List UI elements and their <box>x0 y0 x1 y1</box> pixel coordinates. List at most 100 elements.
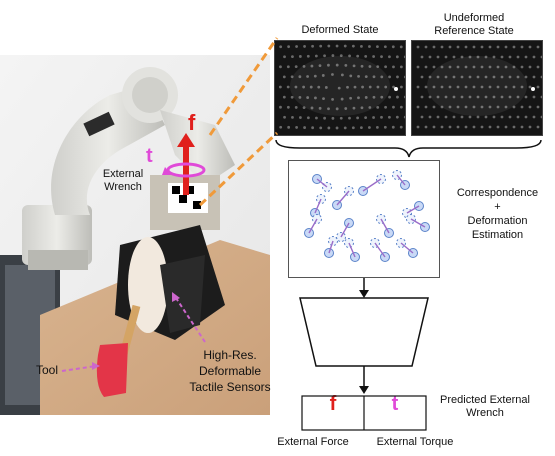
tactile-marker-dot <box>395 55 399 59</box>
tactile-marker-dot <box>319 44 323 48</box>
undeformed-line1: Undeformed <box>443 12 505 24</box>
tactile-marker-dot <box>279 105 282 109</box>
tactile-marker-dot <box>508 75 512 79</box>
correspondence-line2: + <box>494 201 501 213</box>
tactile-marker-dot <box>380 95 384 99</box>
tactile-marker-dot <box>428 95 432 99</box>
tactile-marker-dot <box>375 125 379 129</box>
tactile-marker-dot <box>351 126 355 130</box>
tactile-marker-dot <box>500 75 504 79</box>
tactile-marker-dot <box>302 106 306 110</box>
displacement-arrow <box>316 178 328 188</box>
tactile-marker-dot <box>428 75 432 79</box>
undeformed-tactile-image <box>411 40 543 136</box>
tactile-glare <box>427 56 527 116</box>
tactile-marker-dot <box>360 106 364 110</box>
tactile-marker-dot <box>516 55 520 59</box>
tactile-marker-dot <box>368 126 371 129</box>
displacement-arrow <box>340 222 350 238</box>
tactile-marker-dot <box>536 125 540 129</box>
tactile-marker-dot <box>416 105 420 109</box>
sensors-line3: Tactile Sensors <box>189 380 271 394</box>
tactile-marker-dot <box>448 105 452 109</box>
tactile-marker-dot <box>392 65 395 69</box>
tactile-marker-dot <box>480 105 484 109</box>
tactile-marker-dot <box>424 105 428 109</box>
tactile-marker-dot <box>290 95 294 99</box>
external-wrench-line1: External <box>102 168 144 180</box>
tactile-marker-dot <box>294 65 298 68</box>
tactile-marker-dot <box>492 75 496 79</box>
tactile-marker-dot <box>496 85 500 89</box>
tactile-marker-dot <box>339 116 343 120</box>
tactile-marker-dot <box>424 85 428 89</box>
tactile-marker-dot <box>353 85 357 89</box>
tactile-marker-dot <box>416 65 420 69</box>
tactile-marker-dot <box>384 105 387 109</box>
tactile-marker-dot <box>540 75 542 79</box>
displacement-arrow <box>380 218 390 234</box>
tactile-marker-dot <box>323 116 327 120</box>
tactile-marker-dot <box>496 105 500 109</box>
tactile-marker-dot <box>472 105 476 109</box>
tactile-marker-dot <box>372 55 376 58</box>
tactile-marker-dot <box>399 65 403 69</box>
tactile-marker-dot <box>283 55 286 59</box>
tactile-marker-dot <box>372 75 376 79</box>
tactile-marker-dot <box>364 54 368 58</box>
tactile-marker-dot <box>540 115 542 119</box>
tactile-marker-dot <box>496 65 500 69</box>
displacement-arrow <box>336 190 350 206</box>
tactile-marker-dot <box>444 115 448 119</box>
tactile-marker-dot <box>298 55 302 58</box>
tactile-marker-dot <box>532 75 536 79</box>
tactile-marker-dot <box>400 85 403 89</box>
tactile-marker-dot <box>310 64 314 68</box>
tactile-marker-dot <box>536 105 540 109</box>
correspondence-line1: Correspondence <box>456 187 539 199</box>
tactile-marker-dot <box>321 74 325 77</box>
tactile-marker-dot <box>352 64 356 68</box>
tactile-marker-dot <box>440 85 444 89</box>
tactile-marker-dot <box>432 105 436 109</box>
tactile-highlight <box>531 87 535 91</box>
tactile-marker-dot <box>488 65 492 69</box>
tactile-marker-dot <box>357 96 360 100</box>
tactile-marker-dot <box>324 86 328 89</box>
tactile-marker-dot <box>357 74 360 78</box>
tactile-marker-dot <box>476 115 480 119</box>
tactile-marker-dot <box>282 75 286 79</box>
tactile-marker-dot <box>331 54 335 57</box>
tactile-marker-dot <box>339 54 343 58</box>
external-force-label: External Force <box>277 436 349 448</box>
dnn-label: DNN <box>347 324 381 341</box>
tactile-marker-dot <box>416 45 420 49</box>
tactile-marker-dot <box>452 75 456 79</box>
tactile-marker-dot <box>464 85 468 89</box>
tactile-marker-dot <box>361 85 364 89</box>
tactile-marker-dot <box>298 75 302 79</box>
tactile-marker-dot <box>500 55 504 59</box>
tactile-marker-dot <box>360 44 363 48</box>
tactile-marker-dot <box>344 107 348 110</box>
tactile-marker-dot <box>512 65 516 69</box>
tactile-marker-dot <box>302 64 306 68</box>
tactile-marker-dot <box>488 125 492 129</box>
tactile-marker-dot <box>392 105 395 109</box>
tactile-marker-dot <box>395 115 399 119</box>
displacement-arrow <box>400 242 414 254</box>
tactile-marker-dot <box>360 126 363 130</box>
tactile-marker-dot <box>532 115 536 119</box>
tactile-marker-dot <box>524 75 528 79</box>
tactile-marker-dot <box>343 126 347 130</box>
tactile-marker-dot <box>428 55 432 59</box>
tactile-marker-dot <box>331 98 334 101</box>
tactile-marker-dot <box>496 125 500 129</box>
displacement-arrow <box>348 242 356 258</box>
tactile-marker-dot <box>488 85 492 89</box>
tactile-marker-dot <box>291 55 294 59</box>
tactile-marker-dot <box>356 116 360 120</box>
external-wrench-label: External Wrench <box>93 168 153 194</box>
tactile-marker-dot <box>403 55 405 59</box>
tactile-sensors-label: High-Res. Deformable Tactile Sensors <box>180 347 280 395</box>
